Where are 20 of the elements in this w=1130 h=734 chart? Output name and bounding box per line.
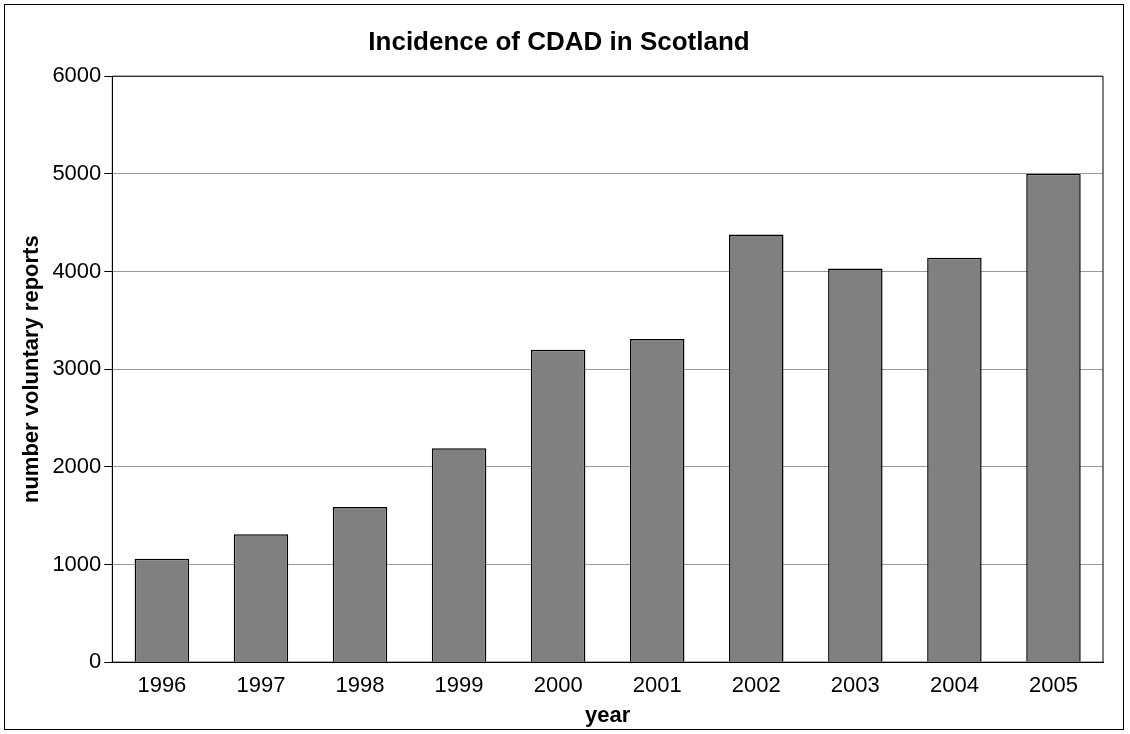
x-tick-label: 2001 <box>632 672 682 698</box>
x-tick-label: 1998 <box>335 672 385 698</box>
chart-title: Incidence of CDAD in Scotland <box>368 25 750 56</box>
y-tick-label: 4000 <box>52 257 102 283</box>
y-tick-label: 0 <box>89 648 102 674</box>
y-tick-label: 2000 <box>52 452 102 478</box>
x-tick-label: 2003 <box>830 672 880 698</box>
y-tick-label: 5000 <box>52 159 102 185</box>
x-tick-label: 2002 <box>731 672 781 698</box>
y-tick-label: 1000 <box>52 550 102 576</box>
x-tick-label: 1996 <box>137 672 187 698</box>
x-axis-title: year <box>585 701 631 727</box>
y-tick-label: 6000 <box>52 62 102 88</box>
x-tick-label: 2004 <box>929 672 979 698</box>
x-tick-label: 1999 <box>434 672 484 698</box>
x-tick-label: 2000 <box>533 672 583 698</box>
x-tick-label: 2005 <box>1028 672 1078 698</box>
y-axis-title: number voluntary reports <box>18 235 44 504</box>
y-tick-label: 3000 <box>52 355 102 381</box>
x-tick-label: 1997 <box>236 672 286 698</box>
